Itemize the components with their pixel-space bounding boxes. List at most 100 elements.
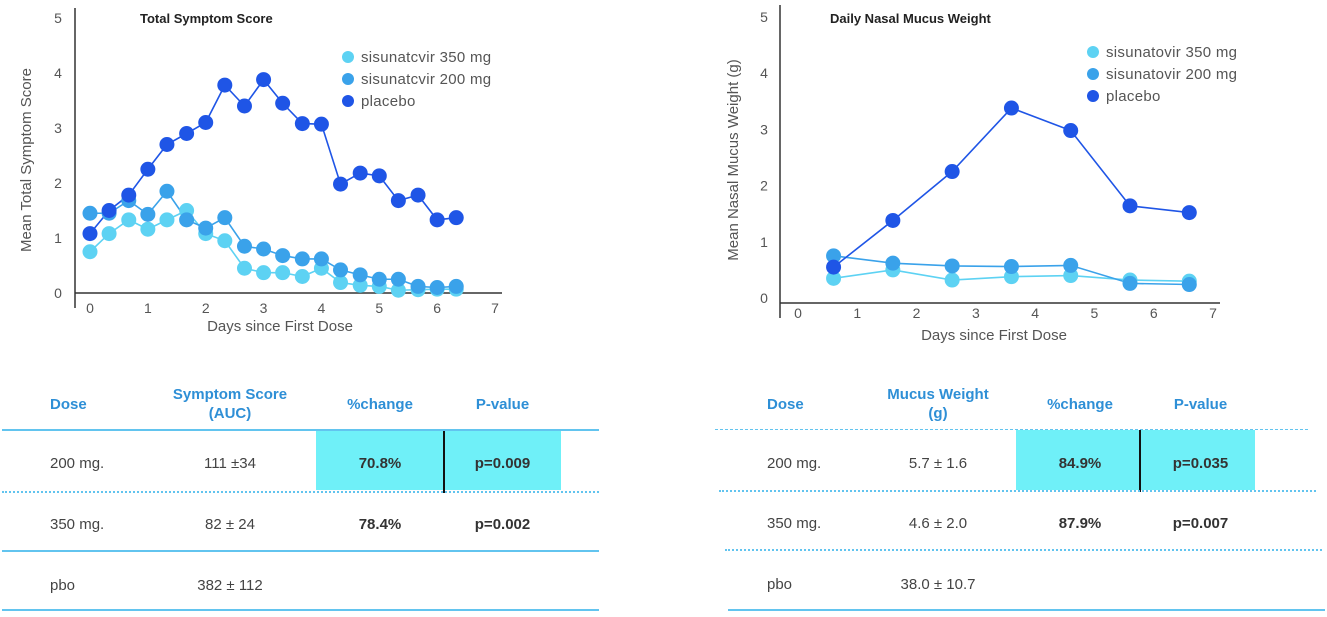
row-200-pvalue: p=0.009 [474, 455, 531, 472]
data-point [885, 255, 901, 271]
data-point [256, 241, 272, 257]
x-tick-label: 5 [375, 300, 383, 316]
y-tick-label: 4 [760, 65, 768, 81]
data-point [1181, 205, 1197, 221]
legend-marker [1087, 46, 1099, 58]
x-tick-label: 6 [433, 300, 441, 316]
header-dose: Dose [767, 396, 804, 413]
x-tick-label: 6 [1150, 305, 1158, 321]
y-tick-label: 1 [54, 230, 62, 246]
data-point [885, 212, 901, 228]
header-pvalue: P-value [1173, 396, 1228, 413]
data-point [140, 161, 156, 177]
data-point [275, 248, 291, 264]
row-350-dose: 350 mg. [50, 516, 105, 533]
row-200-pvalue: p=0.035 [1172, 455, 1229, 472]
x-tick-label: 7 [491, 300, 499, 316]
data-point [236, 260, 252, 276]
row-350-metric: 4.6 ± 2.0 [908, 515, 968, 532]
data-point [390, 193, 406, 209]
header-pvalue: P-value [475, 396, 530, 413]
header-metric: Mucus Weight (g) [858, 385, 1018, 423]
data-point [294, 269, 310, 284]
data-point [826, 270, 842, 286]
x-tick-label: 4 [1031, 305, 1039, 321]
highlight-cell [316, 431, 561, 490]
legend-label: sisunatcvir 200 mg [361, 71, 491, 88]
data-point [1122, 275, 1138, 291]
row-pbo-dose: pbo [50, 577, 76, 594]
table-rule [715, 429, 1308, 430]
data-point [236, 238, 252, 254]
row-350-change: 78.4% [358, 516, 402, 533]
data-point [1063, 257, 1079, 273]
data-point [1003, 100, 1019, 116]
data-point [217, 233, 233, 249]
row-200-change: 84.9% [1058, 455, 1102, 472]
data-point [82, 205, 98, 221]
row-200-dose: 200 mg. [50, 455, 105, 472]
y-tick-label: 3 [54, 120, 62, 136]
x-tick-label: 0 [794, 305, 802, 321]
data-point [352, 165, 368, 181]
row-pbo-metric: 38.0 ± 10.7 [900, 576, 976, 593]
data-point [82, 244, 98, 260]
legend-label: sisunatovir 350 mg [1106, 44, 1237, 61]
cell-divider [1139, 430, 1141, 492]
x-axis-label: Days since First Dose [207, 318, 353, 335]
header-metric-line2: (g) [928, 405, 948, 422]
data-point [217, 210, 233, 226]
legend-marker [1087, 68, 1099, 80]
x-tick-label: 1 [853, 305, 861, 321]
data-point [410, 278, 426, 294]
data-point [159, 137, 175, 152]
data-point [448, 278, 464, 294]
legend-label: sisunatcvir 350 mg [361, 49, 491, 66]
legend-label: placebo [1106, 88, 1161, 105]
header-dose: Dose [50, 396, 87, 413]
row-350-metric: 82 ± 24 [205, 516, 255, 533]
nasal-mucus-weight-chart: 0 1 2 3 4 5 0 1 2 3 4 5 6 7 Days since First Dose Mean … [725, 5, 1237, 344]
data-point [82, 226, 98, 242]
table-rule [725, 549, 1322, 551]
total-symptom-score-chart: 0 1 2 3 4 5 0 1 2 3 4 5 6 7 Days since First Dose Mean … [18, 8, 502, 335]
data-point [101, 203, 117, 218]
data-point [448, 210, 464, 226]
data-point [352, 277, 368, 293]
row-200-change: 70.8% [358, 455, 402, 472]
data-point [121, 187, 137, 203]
row-200-metric: 5.7 ± 1.6 [908, 455, 968, 472]
data-point [140, 206, 156, 222]
header-change: %change [1047, 396, 1113, 413]
table-rule [728, 609, 1325, 611]
legend-marker [342, 95, 354, 107]
header-metric-line2: (AUC) [208, 405, 252, 422]
data-point [429, 280, 445, 295]
row-350-change: 87.9% [1058, 515, 1102, 532]
table-rule [2, 609, 599, 611]
data-point [333, 176, 349, 192]
data-point [333, 275, 349, 291]
data-point [198, 220, 214, 236]
x-tick-label: 7 [1209, 305, 1217, 321]
data-point [140, 221, 156, 237]
data-point [179, 126, 195, 141]
y-tick-label: 0 [54, 285, 62, 301]
y-tick-label: 2 [54, 175, 62, 191]
data-point [313, 116, 329, 132]
data-point [159, 183, 175, 199]
y-axis-label: Mean Nasal Mucus Weight (g) [725, 59, 742, 260]
legend-marker [342, 51, 354, 63]
chart-title: Daily Nasal Mucus Weight [830, 11, 992, 26]
data-point [179, 212, 195, 228]
data-point [236, 98, 252, 114]
data-point [313, 251, 329, 267]
legend-marker [1087, 90, 1099, 102]
data-point [944, 164, 960, 180]
data-point [371, 168, 387, 184]
row-350-pvalue: p=0.007 [1172, 515, 1229, 532]
data-point [256, 72, 272, 88]
data-point [944, 272, 960, 288]
data-point [390, 271, 406, 287]
